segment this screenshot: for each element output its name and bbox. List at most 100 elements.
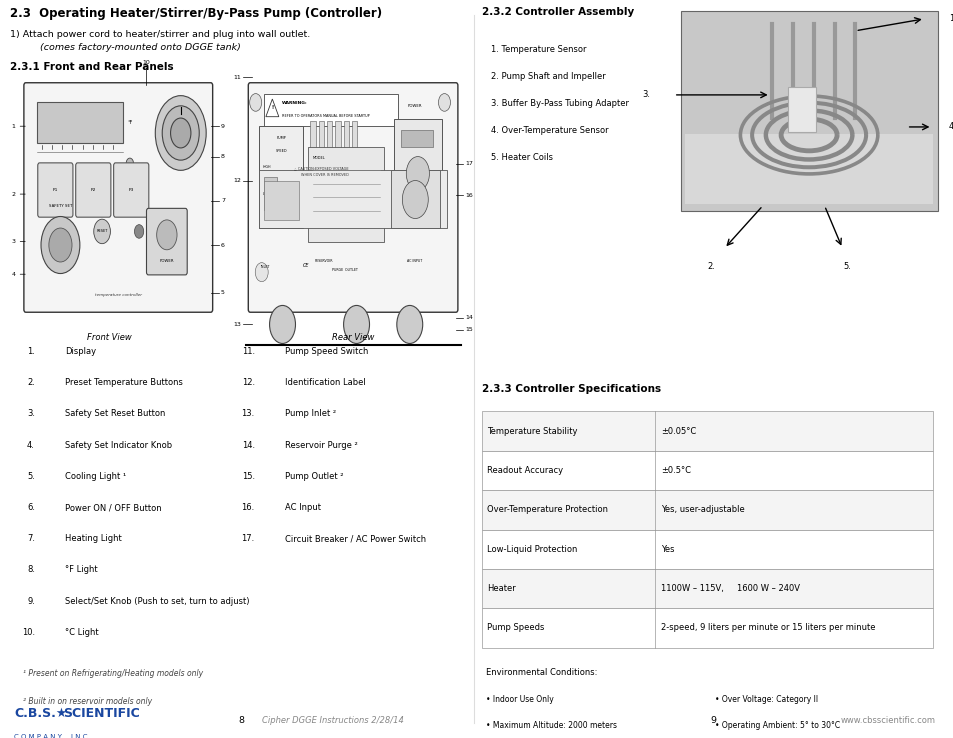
Text: Safety Set Reset Button: Safety Set Reset Button bbox=[65, 410, 165, 418]
Text: 8: 8 bbox=[221, 154, 225, 159]
Text: 2.3.1 Front and Rear Panels: 2.3.1 Front and Rear Panels bbox=[10, 62, 173, 72]
FancyBboxPatch shape bbox=[38, 163, 72, 217]
Text: 16.: 16. bbox=[241, 503, 254, 512]
Text: !: ! bbox=[271, 106, 274, 111]
Bar bbox=[680, 11, 937, 211]
Circle shape bbox=[49, 228, 71, 262]
Text: 9: 9 bbox=[709, 716, 716, 725]
Text: Yes, user-adjustable: Yes, user-adjustable bbox=[660, 506, 743, 514]
FancyBboxPatch shape bbox=[75, 163, 111, 217]
Text: Temperature Stability: Temperature Stability bbox=[487, 427, 578, 435]
Text: 1100W – 115V,     1600 W – 240V: 1100W – 115V, 1600 W – 240V bbox=[660, 584, 799, 593]
Text: 5.: 5. bbox=[27, 472, 35, 480]
Text: 4. Over-Temperature Sensor: 4. Over-Temperature Sensor bbox=[491, 126, 608, 135]
Text: INLET: INLET bbox=[260, 266, 270, 269]
Circle shape bbox=[171, 118, 191, 148]
Circle shape bbox=[93, 219, 111, 244]
Text: 9.: 9. bbox=[27, 597, 35, 606]
Text: °F: °F bbox=[127, 120, 132, 125]
Text: 4.: 4. bbox=[948, 123, 953, 131]
Text: WHEN COVER IS REMOVED: WHEN COVER IS REMOVED bbox=[301, 173, 349, 177]
Text: SAFETY SET: SAFETY SET bbox=[49, 204, 72, 207]
Bar bbox=[787, 87, 815, 131]
Text: 11: 11 bbox=[233, 75, 240, 80]
Text: 16: 16 bbox=[465, 193, 473, 198]
Text: RESERVOIR: RESERVOIR bbox=[314, 258, 333, 263]
Bar bbox=[481, 569, 932, 608]
Text: • Over Voltage: Category II: • Over Voltage: Category II bbox=[715, 695, 818, 704]
Text: • Maximum Altitude: 2000 meters: • Maximum Altitude: 2000 meters bbox=[486, 721, 617, 730]
Text: △ CAUTION:EXPOSED VOLTAGE: △ CAUTION:EXPOSED VOLTAGE bbox=[294, 166, 349, 170]
Text: AC INPUT: AC INPUT bbox=[406, 258, 421, 263]
Text: 4.: 4. bbox=[27, 441, 35, 449]
Text: 2.3.3 Controller Specifications: 2.3.3 Controller Specifications bbox=[481, 384, 660, 394]
Bar bbox=[259, 170, 446, 228]
Text: 5. Heater Coils: 5. Heater Coils bbox=[491, 154, 553, 162]
Text: 8: 8 bbox=[237, 716, 244, 725]
Text: POWER: POWER bbox=[159, 258, 173, 263]
Circle shape bbox=[406, 156, 429, 190]
Text: ±0.5°C: ±0.5°C bbox=[660, 466, 690, 475]
Text: 12.: 12. bbox=[241, 378, 254, 387]
Circle shape bbox=[126, 158, 133, 169]
Text: C.B.S.★: C.B.S.★ bbox=[14, 707, 68, 720]
Text: Pump Inlet ²: Pump Inlet ² bbox=[285, 410, 335, 418]
Bar bbox=[481, 411, 932, 451]
Text: 13.: 13. bbox=[241, 410, 254, 418]
FancyBboxPatch shape bbox=[24, 83, 213, 312]
Text: 1.: 1. bbox=[948, 14, 953, 24]
Text: 17.: 17. bbox=[241, 534, 254, 543]
Text: 6: 6 bbox=[221, 243, 225, 247]
Bar bbox=[264, 177, 276, 210]
Circle shape bbox=[343, 306, 369, 343]
Text: Cipher DGGE Instructions 2/28/14: Cipher DGGE Instructions 2/28/14 bbox=[262, 716, 404, 725]
Bar bbox=[352, 122, 357, 150]
Text: 1. Temperature Sensor: 1. Temperature Sensor bbox=[491, 45, 586, 54]
Bar bbox=[481, 608, 932, 648]
Text: POWER: POWER bbox=[407, 104, 421, 108]
Text: CE: CE bbox=[302, 263, 309, 268]
Text: Low-Liquid Protection: Low-Liquid Protection bbox=[487, 545, 578, 554]
Text: HIGH: HIGH bbox=[263, 165, 272, 169]
Bar bbox=[391, 170, 439, 228]
Text: Preset Temperature Buttons: Preset Temperature Buttons bbox=[65, 378, 183, 387]
Text: Pump Speed Switch: Pump Speed Switch bbox=[285, 347, 368, 356]
Text: www.cbsscientific.com: www.cbsscientific.com bbox=[840, 716, 934, 725]
Circle shape bbox=[438, 94, 450, 111]
Text: P2: P2 bbox=[91, 188, 96, 192]
Text: WARNING:: WARNING: bbox=[281, 101, 307, 106]
Text: P1: P1 bbox=[52, 188, 58, 192]
Text: Heater: Heater bbox=[487, 584, 516, 593]
Text: 7.: 7. bbox=[27, 534, 35, 543]
Text: AC Input: AC Input bbox=[285, 503, 320, 512]
Text: 6.: 6. bbox=[27, 503, 35, 512]
Bar bbox=[318, 122, 324, 150]
Text: REFER TO OPERATORS MANUAL BEFORE STARTUP: REFER TO OPERATORS MANUAL BEFORE STARTUP bbox=[281, 114, 369, 118]
Bar bbox=[335, 122, 340, 150]
Text: 3. Buffer By-Pass Tubing Adapter: 3. Buffer By-Pass Tubing Adapter bbox=[491, 99, 628, 108]
Text: 2-speed, 9 liters per minute or 15 liters per minute: 2-speed, 9 liters per minute or 15 liter… bbox=[660, 624, 875, 632]
Text: 9: 9 bbox=[221, 124, 225, 128]
Text: ² Built in on reservoir models only: ² Built in on reservoir models only bbox=[24, 697, 152, 706]
Circle shape bbox=[134, 224, 144, 238]
Text: 14.: 14. bbox=[241, 441, 254, 449]
Text: Environmental Conditions:: Environmental Conditions: bbox=[486, 668, 598, 677]
Text: Readout Accuracy: Readout Accuracy bbox=[487, 466, 563, 475]
Text: 13: 13 bbox=[233, 322, 240, 327]
Bar bbox=[684, 134, 932, 204]
Text: C O M P A N Y ,  I N C: C O M P A N Y , I N C bbox=[14, 734, 88, 738]
Text: Power ON / OFF Button: Power ON / OFF Button bbox=[65, 503, 161, 512]
Text: °C Light: °C Light bbox=[65, 628, 98, 637]
Text: 2.3  Operating Heater/Stirrer/By-Pass Pump (Controller): 2.3 Operating Heater/Stirrer/By-Pass Pum… bbox=[10, 7, 381, 21]
Text: Yes: Yes bbox=[660, 545, 674, 554]
Text: MODEL: MODEL bbox=[313, 156, 325, 160]
Text: Display: Display bbox=[65, 347, 96, 356]
Circle shape bbox=[250, 94, 261, 111]
Text: 1: 1 bbox=[11, 124, 15, 128]
Text: 7: 7 bbox=[221, 199, 225, 204]
Text: 11.: 11. bbox=[241, 347, 254, 356]
Text: Heating Light: Heating Light bbox=[65, 534, 122, 543]
Text: 10: 10 bbox=[142, 60, 150, 65]
Text: Over-Temperature Protection: Over-Temperature Protection bbox=[487, 506, 608, 514]
Circle shape bbox=[270, 306, 295, 343]
